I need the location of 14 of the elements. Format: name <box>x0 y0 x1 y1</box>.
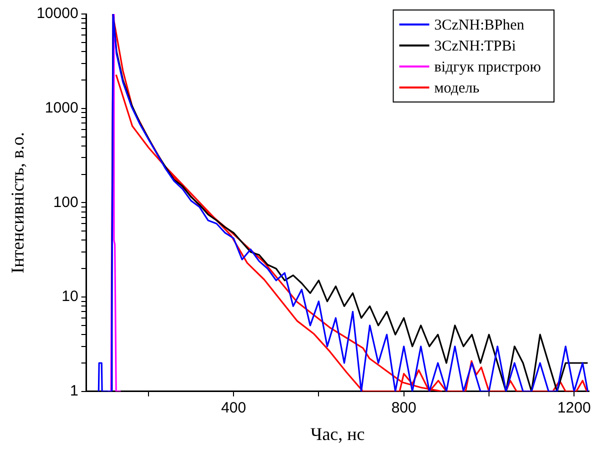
x-tick-label: 800 <box>391 400 416 417</box>
x-axis-title: Час, нс <box>310 424 365 444</box>
legend-label: модель <box>434 80 480 96</box>
y-tick-label: 1000 <box>44 99 78 116</box>
legend-label: відгук пристрою <box>434 59 542 76</box>
x-tick-label: 400 <box>221 400 246 417</box>
legend-label: 3CzNH:BPhen <box>434 17 525 34</box>
x-tick-label: 1200 <box>557 400 591 417</box>
y-tick-label: 10000 <box>36 5 78 22</box>
y-tick-label: 1 <box>70 382 78 400</box>
y-axis-title: Інтенсивність, в.о. <box>8 132 28 274</box>
legend-label: 3CzNH:TPBi <box>434 38 516 54</box>
y-tick-label: 10 <box>62 288 78 306</box>
y-tick-label: 100 <box>53 194 78 211</box>
